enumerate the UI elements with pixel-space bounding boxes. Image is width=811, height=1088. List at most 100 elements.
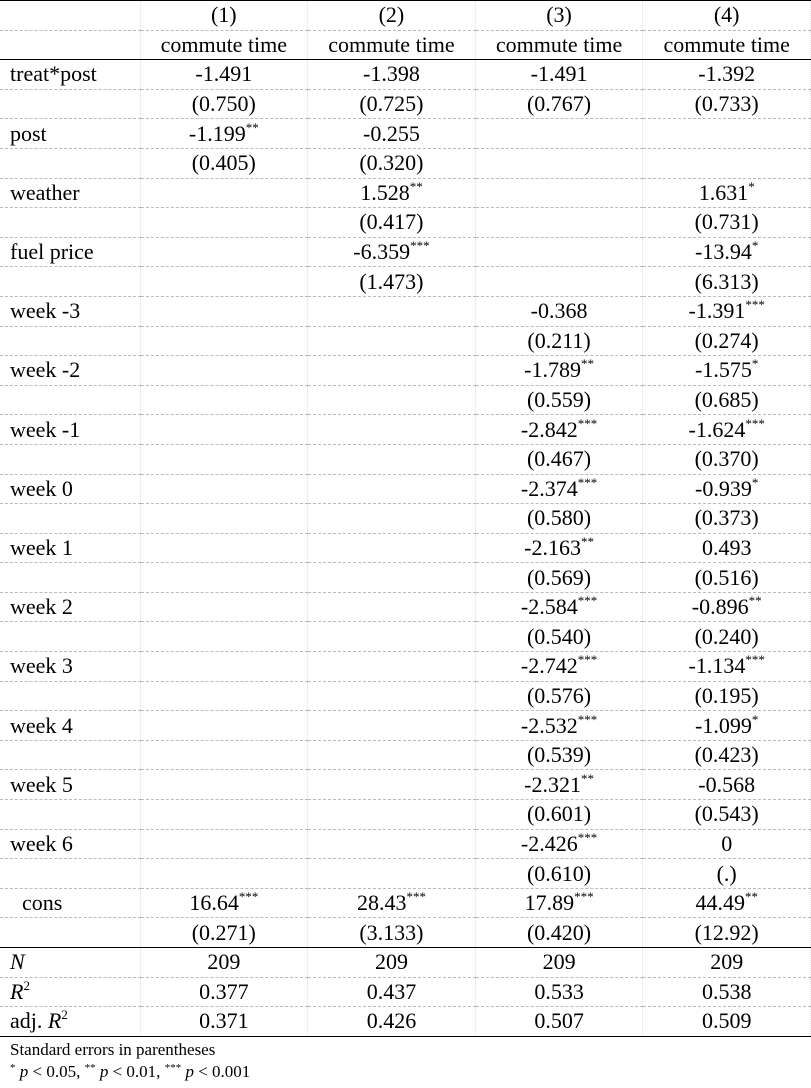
coefficient: 0 [721, 830, 733, 856]
stat-value: 209 [307, 947, 476, 978]
cell: (0.423) [642, 740, 811, 771]
cell: -1.099* [642, 710, 811, 741]
cell: (0.420) [475, 917, 644, 948]
cell [475, 118, 644, 149]
row-label: week 3 [0, 651, 141, 682]
coefficient: -0.568 [698, 771, 756, 797]
standard-error: (0.320) [359, 150, 424, 176]
stat-value: 0.426 [307, 1006, 476, 1037]
coefficient: 1.631 [698, 179, 749, 205]
stat-row: R2 0.377 0.437 0.533 0.538 [0, 977, 811, 1008]
cell: (0.516) [642, 562, 811, 593]
note-p: p [19, 1061, 29, 1081]
standard-error: (0.750) [191, 91, 256, 117]
dependent-variable: commute time [642, 30, 811, 61]
note-stars: * [10, 1061, 16, 1074]
standard-error: (0.543) [694, 801, 759, 827]
cell [307, 503, 476, 534]
significance-stars: *** [745, 415, 765, 431]
cell: 17.89*** [475, 888, 644, 919]
note-stars: ** [84, 1061, 96, 1074]
cell [307, 326, 476, 357]
coefficient: -6.359 [353, 239, 411, 265]
se-row: (0.467) (0.370) [0, 444, 811, 475]
cell: (0.767) [475, 89, 644, 120]
cell [140, 503, 309, 534]
significance-stars: * [751, 474, 759, 490]
cell [140, 769, 309, 801]
cell [0, 89, 141, 120]
coef-row: fuel price -6.359*** -13.94* [0, 237, 811, 268]
table-body: (1) (2) (3) (4) commute time commute time comm… [0, 0, 811, 1037]
coefficient: -1.391 [688, 298, 746, 324]
cell: (0.320) [307, 148, 476, 179]
coefficient: -2.374 [520, 475, 578, 501]
coefficient: -1.134 [688, 653, 746, 679]
coef-row: week 0 -2.374*** -0.939* [0, 474, 811, 505]
cell [0, 799, 141, 830]
stat-value: 209 [475, 947, 644, 978]
column-number: (3) [475, 0, 644, 31]
coefficient: -2.426 [520, 830, 578, 856]
standard-error: (0.274) [694, 327, 759, 353]
note-p: p [185, 1061, 194, 1081]
cell: (3.133) [307, 917, 476, 948]
note-threshold: < 0.01, [112, 1061, 161, 1081]
stat-label: N [0, 947, 141, 978]
se-row: (0.580) (0.373) [0, 503, 811, 534]
cell [0, 30, 141, 61]
significance-stars: *** [574, 889, 594, 905]
cell: 16.64*** [140, 888, 309, 919]
standard-error: (0.271) [191, 919, 256, 945]
standard-error: (0.370) [694, 446, 759, 472]
column-number: (1) [140, 0, 309, 31]
standard-error: (0.610) [526, 860, 592, 886]
cell [475, 148, 644, 179]
cell [475, 266, 644, 297]
standard-error: (0.373) [694, 505, 759, 531]
cell: (0.274) [642, 326, 811, 357]
note-threshold: < 0.001 [198, 1061, 251, 1081]
cell [140, 178, 309, 209]
cell [0, 917, 141, 948]
cell: -1.575* [642, 355, 811, 386]
row-label: week -3 [0, 296, 141, 327]
cell: 28.43*** [307, 888, 476, 919]
standard-error: (12.92) [694, 919, 759, 945]
standard-error: (3.133) [359, 919, 424, 945]
cell: -2.584*** [475, 592, 644, 623]
significance-stars: *** [745, 297, 765, 313]
cell: -13.94* [642, 237, 811, 268]
cell [307, 769, 476, 801]
cell [140, 799, 309, 830]
cell [642, 148, 811, 179]
significance-stars: *** [577, 593, 598, 609]
column-number: (2) [307, 0, 476, 31]
coefficient: -1.099 [695, 712, 752, 738]
cell: (0.610) [475, 858, 644, 889]
regression-table: (1) (2) (3) (4) commute time commute time comm… [0, 0, 811, 1037]
significance-stars: *** [577, 711, 598, 727]
coefficient: -2.163 [524, 534, 581, 560]
cell: -0.255 [307, 118, 476, 149]
cell: (12.92) [642, 917, 811, 948]
stat-label: R2 [0, 977, 141, 1008]
coefficient: 28.43 [356, 890, 407, 916]
cell: (.) [642, 858, 811, 889]
standard-error: (0.601) [526, 801, 592, 827]
cell: (0.576) [475, 681, 644, 712]
cell: -2.532*** [475, 710, 644, 741]
coefficient: 1.528 [360, 179, 410, 205]
stat-label: adj. R2 [0, 1006, 141, 1037]
cell: (0.467) [475, 444, 644, 475]
coefficient: -2.321 [524, 771, 581, 797]
coefficient: -0.368 [530, 298, 588, 324]
cell [307, 414, 476, 445]
cell [140, 710, 309, 741]
coefficient: 0.493 [701, 534, 752, 560]
cell [0, 0, 141, 31]
coef-row: post -1.199** -0.255 [0, 118, 811, 149]
cell [0, 740, 141, 771]
cell: 44.49** [642, 888, 811, 919]
cell [140, 414, 309, 445]
